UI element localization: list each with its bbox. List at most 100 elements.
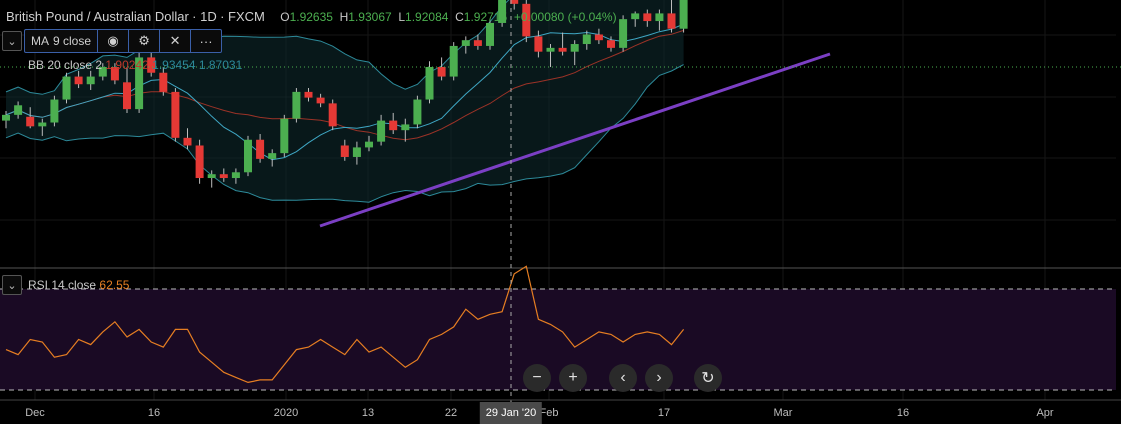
candle — [655, 9, 664, 31]
zoom-out-button[interactable]: − — [523, 364, 551, 392]
x-axis-label: 22 — [444, 407, 458, 419]
symbol-name[interactable]: British Pound / Australian Dollar — [6, 9, 189, 24]
candle — [389, 112, 398, 134]
candle-body — [461, 40, 470, 46]
x-axis-label: Feb — [539, 407, 559, 419]
candle-body — [510, 0, 519, 4]
candle — [38, 118, 47, 136]
candle — [473, 34, 482, 50]
x-axis-label: Dec — [25, 407, 45, 419]
low-label: L — [398, 10, 406, 24]
more-button[interactable]: ··· — [190, 30, 221, 52]
ma-legend[interactable]: MA 9 close ◉ ⚙ ✕ ··· — [24, 29, 223, 53]
candle-body — [171, 91, 180, 138]
candle — [292, 88, 301, 123]
candle — [534, 30, 543, 58]
candle-body — [50, 99, 59, 123]
candle-body — [316, 97, 325, 104]
candle-body — [643, 13, 652, 22]
x-axis-label: 2020 — [273, 407, 299, 419]
candle-body — [449, 45, 458, 77]
zoom-in-button[interactable]: + — [559, 364, 587, 392]
candle — [14, 101, 23, 119]
ma-name: MA — [31, 34, 49, 48]
candle — [510, 0, 519, 10]
candle — [352, 141, 361, 165]
rsi-name: RSI — [28, 278, 49, 292]
rsi-params: 14 close — [51, 278, 97, 292]
candle-body — [231, 172, 240, 179]
candle-body — [401, 124, 410, 131]
candle — [437, 57, 446, 81]
reset-chart-button[interactable]: ↻ — [694, 364, 722, 392]
candle-body — [631, 13, 640, 20]
settings-button[interactable]: ⚙ — [128, 30, 159, 52]
candle-body — [159, 72, 168, 92]
open-value: 1.92635 — [289, 10, 333, 24]
candle — [522, 0, 531, 43]
exchange: FXCM — [228, 9, 265, 24]
candle — [207, 170, 216, 188]
candle — [667, 0, 676, 33]
rsi-legend[interactable]: RSI 14 close 62.55 — [28, 278, 129, 292]
visibility-button[interactable]: ◉ — [97, 30, 128, 52]
candle — [643, 9, 652, 27]
candle-body — [473, 40, 482, 46]
x-axis-label: 16 — [896, 407, 910, 419]
candle-body — [389, 120, 398, 131]
candle — [268, 149, 277, 167]
high-label: H — [339, 10, 349, 24]
interval[interactable]: 1D — [200, 9, 217, 24]
candle — [570, 40, 579, 66]
close-icon: ✕ — [169, 33, 181, 48]
ma-params: 9 close — [53, 34, 92, 48]
candle — [498, 0, 507, 27]
candle-body — [62, 76, 71, 100]
candle-body — [437, 67, 446, 77]
reset-icon: ↻ — [701, 370, 715, 387]
eye-icon: ◉ — [107, 33, 119, 48]
crosshair-date-label: 29 Jan '20 — [479, 402, 543, 424]
bb-legend[interactable]: BB 20 close 2 1.90242 1.93454 1.87031 — [28, 58, 242, 72]
candle — [219, 168, 228, 182]
candle — [183, 128, 192, 150]
open-label: O — [280, 10, 290, 24]
collapse-rsi-button[interactable]: ⌄ — [2, 275, 22, 295]
bb-lower-line — [5, 64, 684, 203]
high-value: 1.93067 — [348, 10, 392, 24]
candle — [74, 70, 83, 89]
candle-body — [86, 76, 95, 85]
chevron-left-icon: ‹ — [620, 369, 626, 386]
rsi-value: 62.55 — [99, 278, 130, 292]
rsi-line — [5, 265, 685, 384]
candle — [679, 0, 688, 33]
candle — [26, 107, 35, 129]
scroll-left-button[interactable]: ‹ — [609, 364, 637, 392]
candle-body — [135, 57, 144, 110]
remove-button[interactable]: ✕ — [159, 30, 190, 52]
candle — [365, 135, 373, 152]
ma-line — [5, 23, 684, 161]
x-axis-label: 17 — [657, 407, 671, 419]
minus-icon: − — [532, 369, 542, 386]
chevron-down-icon: ⌄ — [7, 279, 17, 292]
candle — [425, 61, 434, 104]
rsi-series — [5, 265, 685, 384]
candle-body — [486, 22, 494, 46]
scroll-right-button[interactable]: › — [645, 364, 673, 392]
candle — [631, 11, 640, 27]
collapse-indicators-button[interactable]: ⌄ — [2, 31, 22, 51]
candle — [449, 42, 458, 81]
x-axis-label: Mar — [773, 407, 793, 419]
candle-body — [619, 19, 628, 48]
candle-body — [413, 99, 422, 125]
candle — [546, 44, 555, 67]
candle-body — [377, 120, 386, 142]
candle-body — [667, 13, 676, 29]
candle — [304, 88, 313, 102]
candle — [98, 63, 107, 81]
candle-body — [280, 118, 289, 154]
chevron-down-icon: ⌄ — [7, 35, 17, 48]
